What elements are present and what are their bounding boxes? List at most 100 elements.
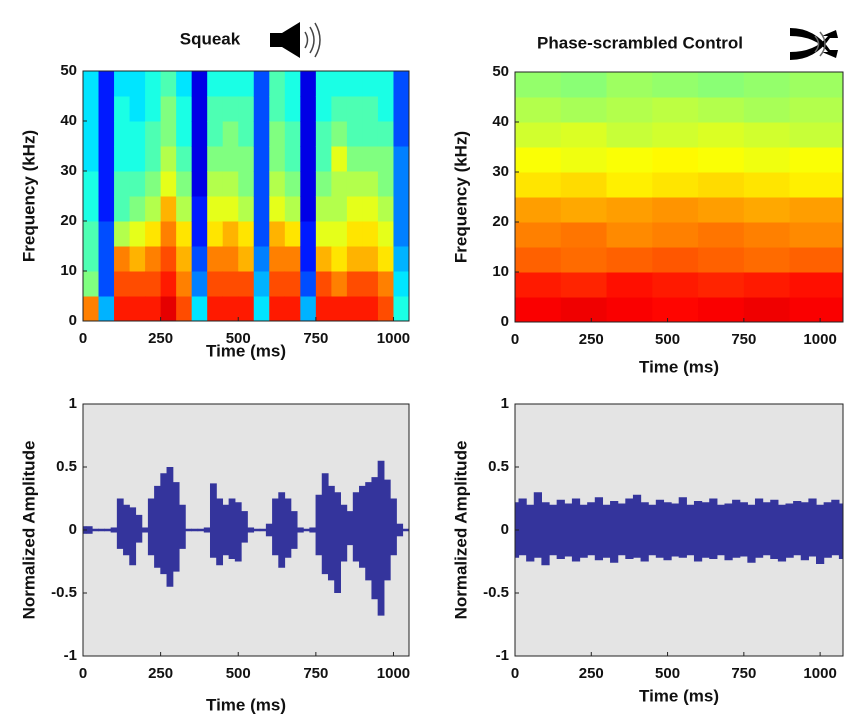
heatmap-cell [377,71,394,97]
heatmap-cell [176,271,193,297]
heatmap-cell [98,271,115,297]
heatmap-cell [300,196,317,222]
y-axis-label: Frequency (kHz) [19,130,38,262]
heatmap-cell [191,71,208,97]
heatmap-cell [284,171,301,197]
heatmap-cell [789,297,843,322]
heatmap-cell [129,296,146,321]
heatmap-cell [269,96,286,122]
heatmap-cell [652,222,699,248]
y-tick-label: 0 [501,313,509,330]
heatmap-cell [652,197,699,223]
heatmap-cell [377,121,394,147]
x-axis-label: Time (ms) [206,341,286,360]
heatmap-cell [222,146,239,172]
heatmap-cell [238,296,255,321]
x-tick-label: 750 [731,331,756,348]
heatmap-cell [191,271,208,297]
heatmap-cell [98,196,115,222]
heatmap-cell [160,146,177,172]
heatmap-cell [253,96,270,122]
heatmap-cell [253,146,270,172]
heatmap-cell [160,221,177,247]
heatmap-cell [238,271,255,297]
heatmap-cell [393,96,409,122]
heatmap-cell [331,146,348,172]
y-tick-label: 50 [492,63,509,80]
heatmap-cell [606,147,653,173]
heatmap-cell [515,197,562,223]
heatmap-cell [515,247,562,273]
heatmap-cell [300,146,317,172]
heatmap-cell [269,271,286,297]
heatmap-cell [789,222,843,248]
heatmap-cell [346,246,363,272]
heatmap-cell [652,247,699,273]
heatmap-cell [145,146,162,172]
heatmap-cell [698,147,745,173]
heatmap-cell [207,121,224,147]
heatmap-cell [377,271,394,297]
heatmap-cell [346,221,363,247]
y-axis-label: Normalized Amplitude [19,441,38,620]
heatmap-cell [698,222,745,248]
heatmap-cell [300,246,317,272]
x-axis-label: Time (ms) [639,357,719,376]
heatmap-cell [300,271,317,297]
y-tick-label: 20 [60,212,77,229]
heatmap-cell [362,196,379,222]
heatmap-cell [176,146,193,172]
heatmap-cell [191,221,208,247]
heatmap-cell [207,71,224,97]
heatmap-cell [176,171,193,197]
heatmap-cell [606,197,653,223]
axes-frame [514,71,844,323]
heatmap-cell [377,246,394,272]
heatmap-cell [284,96,301,122]
heatmap-cell [98,221,115,247]
heatmap-cell [253,246,270,272]
heatmap-cell [300,71,317,97]
y-tick-label: 10 [60,262,77,279]
heatmap-cell [315,246,332,272]
heatmap-cell [315,196,332,222]
x-tick-label: 1000 [377,665,410,682]
x-tick-label: 1000 [377,330,410,347]
heatmap-cell [238,96,255,122]
heatmap-cell [284,296,301,321]
heatmap-cell [83,271,100,297]
heatmap-cell [129,271,146,297]
heatmap-cell [160,71,177,97]
heatmap-cell [83,196,100,222]
heatmap-cell [331,246,348,272]
heatmap-cell [346,121,363,147]
heatmap-cell [331,121,348,147]
heatmap-cell [560,97,608,123]
heatmap-cell [743,147,791,173]
heatmap-cell [114,71,131,97]
heatmap-cell [83,96,100,122]
heatmap-cell [253,71,270,97]
heatmap-cell [269,246,286,272]
heatmap-cell [393,121,409,147]
heatmap-cell [652,122,699,148]
heatmap-cell [83,171,100,197]
heatmap-cell [160,246,177,272]
heatmap-cell [160,296,177,321]
heatmap-cell [98,171,115,197]
heatmap-cell [377,196,394,222]
heatmap-cell [114,221,131,247]
x-tick-label: 0 [511,331,519,348]
heatmap-cell [789,247,843,273]
x-tick-label: 250 [579,665,604,682]
heatmap-cell [300,121,317,147]
heatmap-cell [98,246,115,272]
heatmap-cell [346,71,363,97]
heatmap-cell [789,272,843,298]
heatmap-cell [207,196,224,222]
heatmap-cell [362,271,379,297]
heatmap-cell [362,146,379,172]
heatmap-cell [253,121,270,147]
heatmap-cell [114,296,131,321]
y-tick-label: 1 [69,395,77,412]
